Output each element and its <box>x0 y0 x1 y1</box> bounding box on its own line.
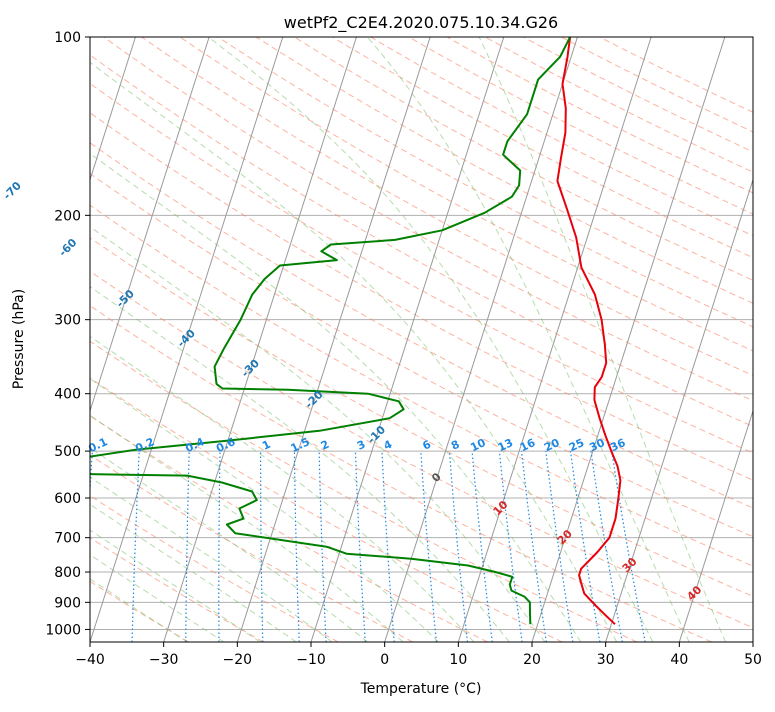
isotherm-line <box>753 37 775 642</box>
x-tick-label: 0 <box>380 652 389 668</box>
y-tick-label: 500 <box>54 444 81 460</box>
y-axis-label: Pressure (hPa) <box>11 289 27 389</box>
y-tick-label: 800 <box>54 565 81 581</box>
x-tick-label: −10 <box>296 652 326 668</box>
x-tick-label: 20 <box>523 652 541 668</box>
y-tick-label: 600 <box>54 491 81 507</box>
x-tick-label: 40 <box>670 652 688 668</box>
isotherm-label: -60 <box>56 236 79 259</box>
y-tick-label: 100 <box>54 30 81 46</box>
y-tick-label: 1000 <box>45 622 81 638</box>
y-tick-label: 900 <box>54 595 81 611</box>
chart-title: wetPf2_C2E4.2020.075.10.34.G26 <box>284 13 558 33</box>
x-axis-label: Temperature (°C) <box>360 681 482 697</box>
x-tick-label: −30 <box>149 652 179 668</box>
x-tick-label: −20 <box>223 652 253 668</box>
x-tick-label: −40 <box>75 652 105 668</box>
x-tick-label: 30 <box>597 652 615 668</box>
y-tick-label: 700 <box>54 531 81 547</box>
x-tick-label: 10 <box>449 652 467 668</box>
isotherm-line <box>0 37 62 642</box>
x-tick-label: 50 <box>744 652 762 668</box>
y-tick-label: 200 <box>54 208 81 224</box>
y-tick-label: 400 <box>54 387 81 403</box>
isotherm-label: -70 <box>1 179 24 202</box>
y-tick-label: 300 <box>54 313 81 329</box>
